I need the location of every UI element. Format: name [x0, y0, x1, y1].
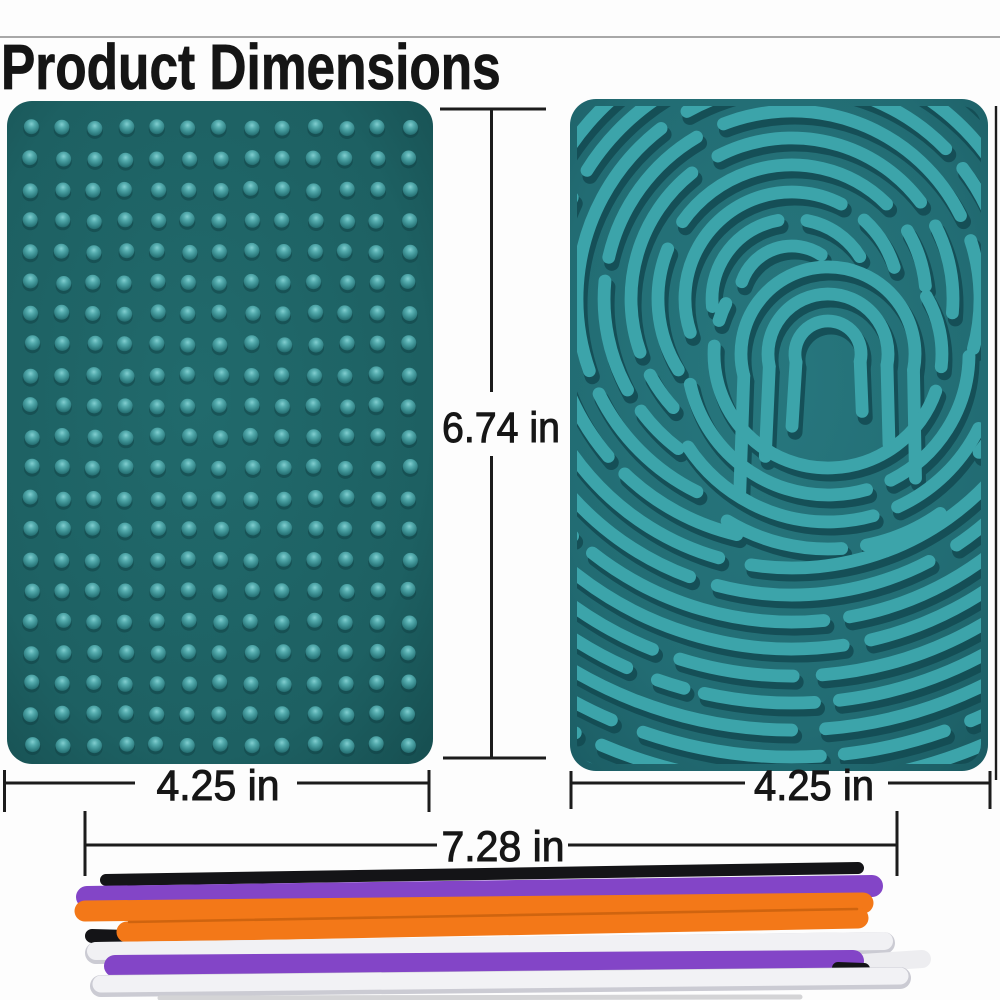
svg-text:6.74 in: 6.74 in [442, 404, 560, 452]
svg-text:4.25 in: 4.25 in [754, 762, 874, 810]
svg-text:7.28 in: 7.28 in [442, 823, 565, 871]
svg-text:4.25 in: 4.25 in [157, 762, 280, 810]
